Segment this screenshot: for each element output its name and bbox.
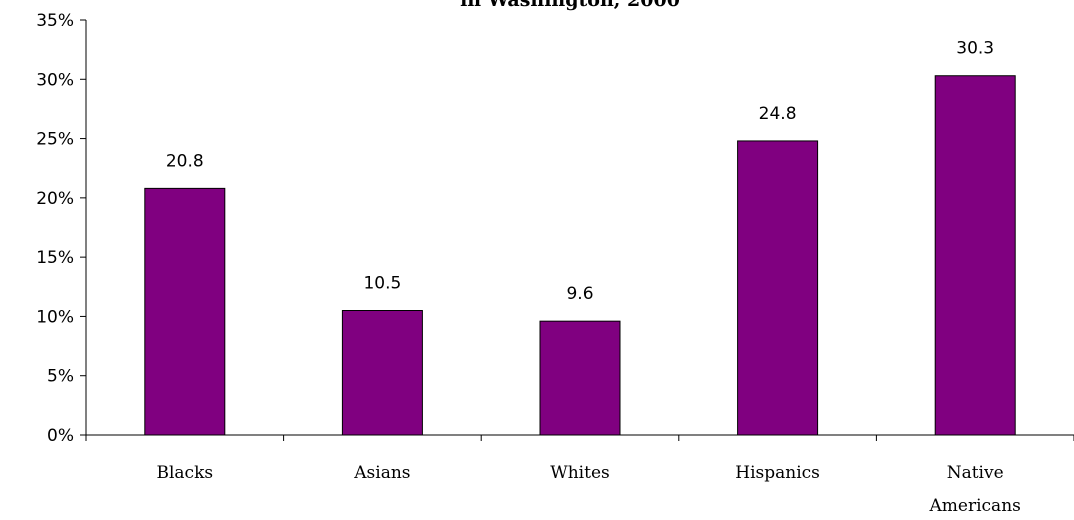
bar-value-label: 9.6 (566, 284, 593, 304)
bar-value-label: 20.8 (166, 151, 204, 171)
bar (144, 187, 226, 436)
data-labels: 20.8 10.5 9.6 24.8 30.3 (166, 39, 994, 304)
y-tick-label: 35% (36, 11, 74, 31)
chart-title-layer: in Washington, 2000 (460, 0, 680, 11)
bar-value-label: 10.5 (363, 274, 401, 294)
y-axis: 0% 5% 10% 15% 20% 25% 30% 35% (36, 11, 87, 446)
x-category-label: Native (947, 463, 1004, 483)
y-tick-label: 15% (36, 248, 74, 268)
chart-title: in Washington, 2000 (460, 0, 680, 11)
bar (341, 310, 423, 436)
x-category-label: Blacks (156, 463, 213, 483)
y-tick-label: 20% (36, 189, 74, 209)
x-category-label: Americans (929, 496, 1021, 516)
x-category-label: Whites (550, 463, 609, 483)
bar (539, 320, 621, 436)
x-axis: Blacks Asians Whites Hispanics Native America… (85, 434, 1074, 516)
bar-value-label: 24.8 (759, 104, 797, 124)
bar (934, 75, 1016, 436)
y-tick-label: 5% (47, 367, 74, 387)
x-category-label: Hispanics (735, 463, 820, 483)
y-tick-label: 10% (36, 307, 74, 327)
y-tick-label: 0% (47, 426, 74, 446)
bars (144, 75, 1016, 436)
bar-value-label: 30.3 (956, 39, 994, 59)
y-tick-label: 30% (36, 70, 74, 90)
y-tick-label: 25% (36, 130, 74, 150)
bar (737, 140, 819, 436)
x-category-label: Asians (353, 463, 410, 483)
